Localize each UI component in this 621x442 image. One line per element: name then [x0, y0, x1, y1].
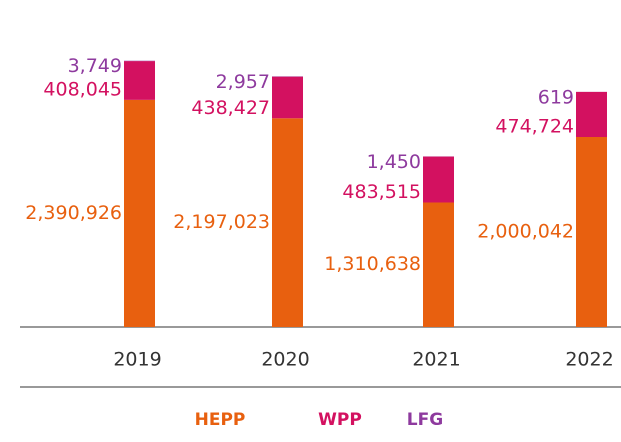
data-label: 2,390,926 [25, 202, 122, 224]
data-label: 2,000,042 [477, 220, 574, 242]
data-label: 1,310,638 [324, 253, 421, 275]
legend-entry: WPP [318, 410, 362, 430]
legend-entry: LFG [407, 410, 443, 430]
bar-segment [272, 118, 303, 328]
data-label: 619 [538, 86, 574, 108]
x-tick-label: 2019 [113, 349, 161, 371]
bar-segment [423, 156, 454, 203]
bar-segment [423, 202, 454, 327]
bar-segment [576, 136, 607, 327]
data-label: 2,197,023 [173, 211, 270, 233]
bar-segment [124, 61, 155, 100]
data-label: 3,749 [68, 55, 122, 77]
data-label: 2,957 [216, 71, 270, 93]
x-tick-label: 2020 [261, 349, 309, 371]
bar-segment [124, 99, 155, 327]
bar-segment [272, 76, 303, 119]
data-label: 408,045 [43, 78, 122, 100]
bar-segment [576, 91, 607, 137]
legend-entry: HEPP [195, 410, 246, 430]
data-label: 483,515 [342, 181, 421, 203]
x-tick-label: 2022 [565, 349, 613, 371]
data-label: 1,450 [367, 151, 421, 173]
data-label: 474,724 [495, 115, 574, 137]
x-tick-label: 2021 [412, 349, 460, 371]
data-label: 438,427 [191, 97, 270, 119]
